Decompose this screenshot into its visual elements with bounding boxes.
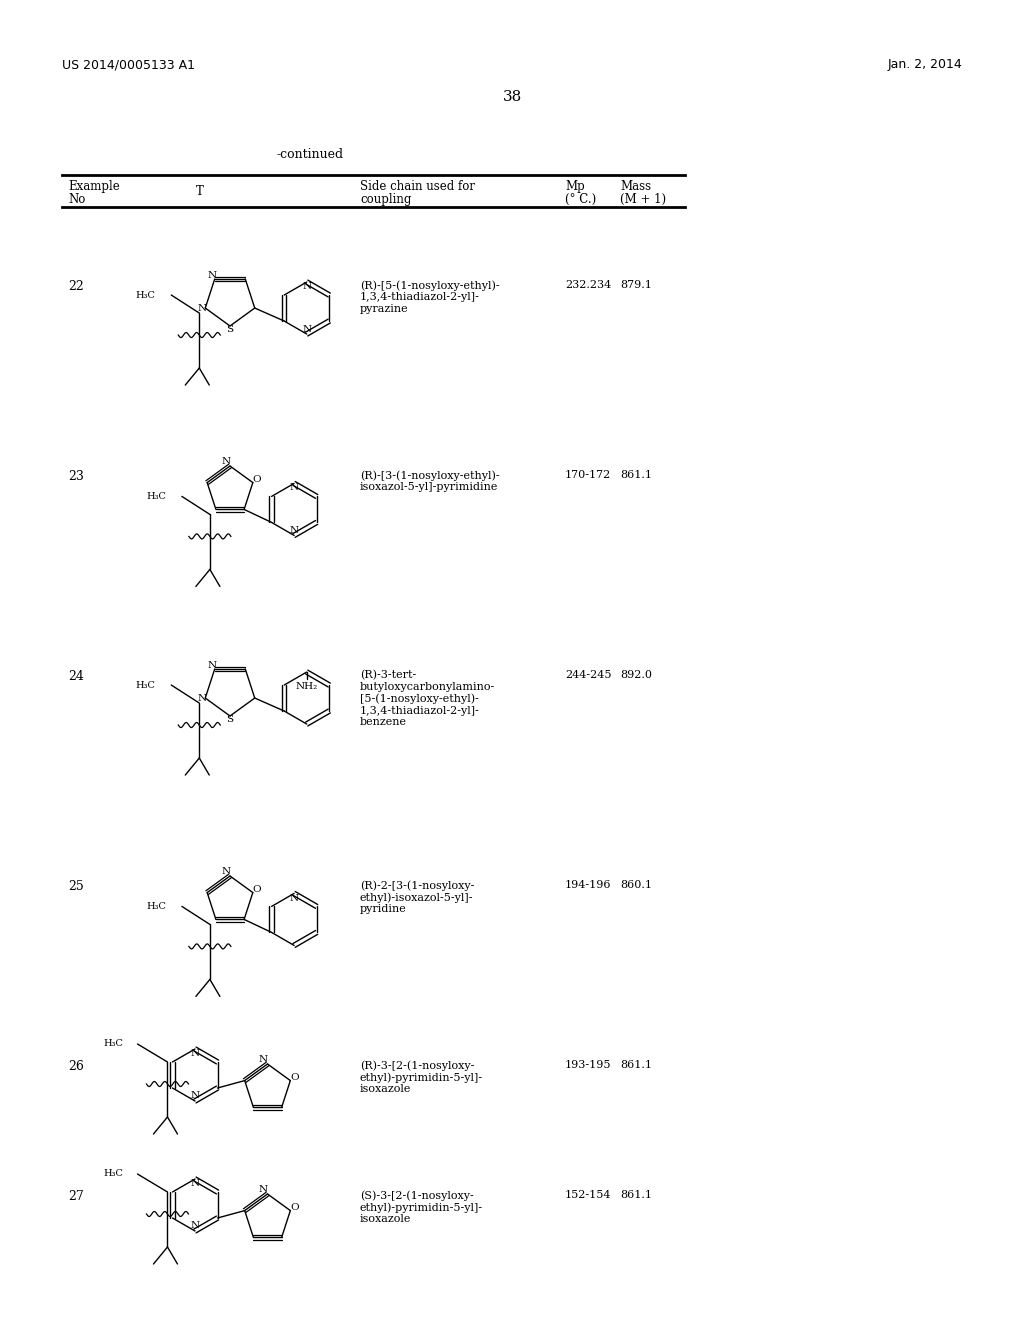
Text: 892.0: 892.0	[620, 671, 652, 680]
Text: 22: 22	[68, 280, 84, 293]
Text: 861.1: 861.1	[620, 470, 652, 480]
Text: 861.1: 861.1	[620, 1191, 652, 1200]
Text: N: N	[290, 525, 299, 535]
Text: 38: 38	[503, 90, 521, 104]
Text: Mp: Mp	[565, 180, 585, 193]
Text: T: T	[196, 185, 204, 198]
Text: N: N	[221, 457, 230, 466]
Text: 244-245: 244-245	[565, 671, 611, 680]
Text: (R)-[5-(1-nosyloxy-ethyl)-
1,3,4-thiadiazol-2-yl]-
pyrazine: (R)-[5-(1-nosyloxy-ethyl)- 1,3,4-thiadia…	[360, 280, 500, 314]
Text: H₃C: H₃C	[146, 492, 166, 500]
Text: Example: Example	[68, 180, 120, 193]
Text: N: N	[302, 325, 311, 334]
Text: 232.234: 232.234	[565, 280, 611, 290]
Text: N: N	[190, 1049, 200, 1059]
Text: (M + 1): (M + 1)	[620, 193, 667, 206]
Text: N: N	[290, 483, 299, 492]
Text: H₃C: H₃C	[135, 290, 156, 300]
Text: (R)-3-tert-
butyloxycarbonylamino-
[5-(1-nosyloxy-ethyl)-
1,3,4-thiadiazol-2-yl]: (R)-3-tert- butyloxycarbonylamino- [5-(1…	[360, 671, 496, 727]
Text: O: O	[253, 886, 261, 894]
Text: 24: 24	[68, 671, 84, 682]
Text: 194-196: 194-196	[565, 880, 611, 890]
Text: 879.1: 879.1	[620, 280, 652, 290]
Text: (R)-2-[3-(1-nosyloxy-
ethyl)-isoxazol-5-yl]-
pyridine: (R)-2-[3-(1-nosyloxy- ethyl)-isoxazol-5-…	[360, 880, 474, 915]
Text: Jan. 2, 2014: Jan. 2, 2014	[887, 58, 962, 71]
Text: 23: 23	[68, 470, 84, 483]
Text: O: O	[253, 475, 261, 484]
Text: H₃C: H₃C	[146, 902, 166, 911]
Text: 861.1: 861.1	[620, 1060, 652, 1071]
Text: 170-172: 170-172	[565, 470, 611, 480]
Text: (R)-[3-(1-nosyloxy-ethyl)-
isoxazol-5-yl]-pyrimidine: (R)-[3-(1-nosyloxy-ethyl)- isoxazol-5-yl…	[360, 470, 500, 492]
Text: 27: 27	[68, 1191, 84, 1203]
Text: O: O	[290, 1073, 299, 1082]
Text: (R)-3-[2-(1-nosyloxy-
ethyl)-pyrimidin-5-yl]-
isoxazole: (R)-3-[2-(1-nosyloxy- ethyl)-pyrimidin-5…	[360, 1060, 483, 1094]
Text: S: S	[226, 714, 233, 723]
Text: Side chain used for: Side chain used for	[360, 180, 475, 193]
Text: 152-154: 152-154	[565, 1191, 611, 1200]
Text: No: No	[68, 193, 85, 206]
Text: 25: 25	[68, 880, 84, 894]
Text: N: N	[221, 866, 230, 875]
Text: H₃C: H₃C	[135, 681, 156, 689]
Text: 193-195: 193-195	[565, 1060, 611, 1071]
Text: (° C.): (° C.)	[565, 193, 596, 206]
Text: N: N	[198, 304, 207, 313]
Text: N: N	[198, 693, 207, 702]
Text: 860.1: 860.1	[620, 880, 652, 890]
Text: Mass: Mass	[620, 180, 651, 193]
Text: N: N	[290, 894, 299, 903]
Text: -continued: -continued	[276, 148, 344, 161]
Text: N: N	[259, 1055, 268, 1064]
Text: N: N	[207, 272, 216, 280]
Text: US 2014/0005133 A1: US 2014/0005133 A1	[62, 58, 195, 71]
Text: H₃C: H₃C	[103, 1040, 124, 1048]
Text: N: N	[207, 661, 216, 671]
Text: H₃C: H₃C	[103, 1170, 124, 1179]
Text: 26: 26	[68, 1060, 84, 1073]
Text: S: S	[226, 325, 233, 334]
Text: N: N	[190, 1092, 200, 1101]
Text: N: N	[302, 281, 311, 290]
Text: N: N	[190, 1221, 200, 1230]
Text: (S)-3-[2-(1-nosyloxy-
ethyl)-pyrimidin-5-yl]-
isoxazole: (S)-3-[2-(1-nosyloxy- ethyl)-pyrimidin-5…	[360, 1191, 483, 1225]
Text: NH₂: NH₂	[296, 681, 317, 690]
Text: N: N	[190, 1180, 200, 1188]
Text: N: N	[259, 1184, 268, 1193]
Text: O: O	[290, 1203, 299, 1212]
Text: coupling: coupling	[360, 193, 412, 206]
